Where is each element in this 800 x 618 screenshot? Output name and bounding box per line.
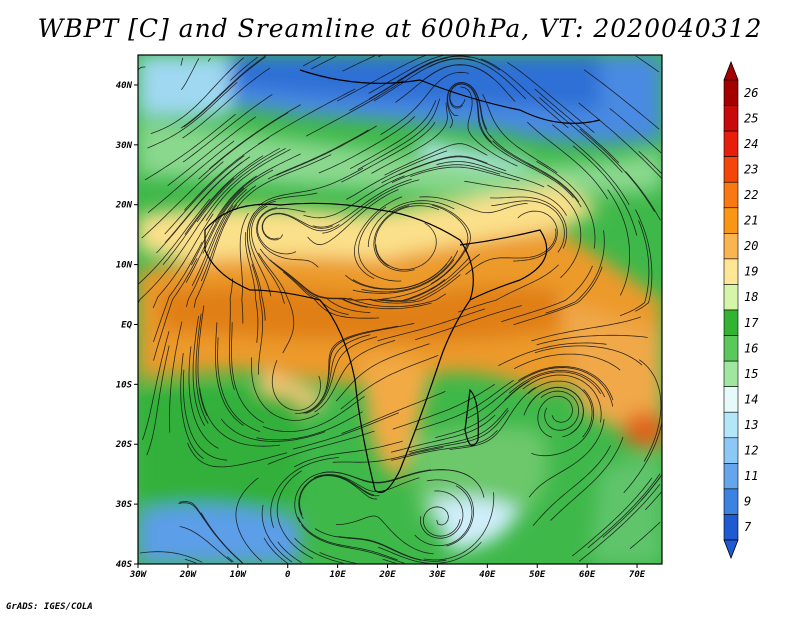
colorbar-label: 22 <box>744 188 758 202</box>
colorbar-labels: 26 25 24 23 22 21 20 19 18 17 16 15 14 13 12 11 9 7 <box>744 86 759 534</box>
colorbar-segment <box>723 437 739 464</box>
coastlines <box>204 69 601 494</box>
colorbar-top-arrow <box>723 60 739 81</box>
lat-tick-label: 40N <box>116 81 133 91</box>
colorbar-label: 17 <box>744 316 759 330</box>
colorbar-segment <box>723 284 739 311</box>
lon-tick-label: 40E <box>479 570 496 580</box>
lon-tick-label: 30W <box>129 570 148 580</box>
colorbar-segment <box>723 386 739 413</box>
lon-tick-label: 10E <box>329 570 346 580</box>
lon-tick-label: 50E <box>529 570 546 580</box>
colorbar-label: 25 <box>744 111 758 125</box>
colorbar-segment <box>723 156 739 183</box>
colorbar-label: 26 <box>744 86 758 100</box>
lat-tick-label: EQ <box>121 320 132 330</box>
latitude-axis: 40N 30N 20N 10N EQ 10S 20S 30S 40S <box>115 81 138 570</box>
colorbar-segment <box>723 79 739 106</box>
streamlines <box>138 55 662 564</box>
colorbar-label: 24 <box>744 137 758 151</box>
lon-tick-label: 10W <box>230 570 248 580</box>
lat-tick-label: 10N <box>116 261 133 271</box>
colorbar-segment <box>723 514 739 541</box>
lon-tick-label: 0 <box>285 570 291 580</box>
colorbar-label: 18 <box>744 290 758 304</box>
wbpt-field <box>138 55 662 564</box>
lon-tick-label: 20E <box>378 570 396 580</box>
lon-tick-label: 70E <box>629 570 646 580</box>
colorbar-segment <box>723 233 739 260</box>
longitude-axis: 30W 20W 10W 0 10E 20E 30E 40E 50E 60E 70E <box>129 564 646 580</box>
colorbar-label: 19 <box>744 265 758 279</box>
lat-tick-label: 10S <box>116 380 133 390</box>
colorbar-label: 15 <box>744 367 758 381</box>
lon-tick-label: 30E <box>428 570 446 580</box>
colorbar-label: 20 <box>744 239 758 253</box>
lat-tick-label: 30S <box>115 500 133 510</box>
colorbar-segment <box>723 258 739 285</box>
colorbar-label: 14 <box>744 392 758 406</box>
chart-title: WBPT [C] and Sreamline at 600hPa, VT: 20… <box>37 14 763 43</box>
colorbar-label: 12 <box>744 444 758 458</box>
colorbar-segment <box>723 207 739 234</box>
colorbar-segment <box>723 181 739 209</box>
colorbar <box>723 60 739 560</box>
colorbar-segment <box>723 360 739 387</box>
colorbar-segment <box>723 411 739 439</box>
colorbar-segment <box>723 105 739 132</box>
colorbar-segment <box>723 463 739 490</box>
colorbar-bottom-arrow <box>723 539 739 560</box>
colorbar-segment <box>723 309 739 336</box>
colorbar-label: 13 <box>744 418 758 432</box>
colorbar-segment <box>723 335 739 362</box>
footer-credit: GrADS: IGES/COLA <box>6 602 93 612</box>
colorbar-label: 21 <box>744 214 758 228</box>
lat-tick-label: 20N <box>115 201 133 211</box>
lon-tick-label: 20W <box>179 570 198 580</box>
colorbar-label: 16 <box>744 341 758 355</box>
colorbar-segment <box>723 488 739 515</box>
map-frame <box>137 54 663 565</box>
lat-tick-label: 20S <box>115 440 133 450</box>
lat-tick-label: 30N <box>115 141 133 151</box>
colorbar-segment <box>723 130 739 157</box>
colorbar-label: 11 <box>744 469 758 483</box>
colorbar-label: 23 <box>744 162 758 176</box>
colorbar-label: 9 <box>744 495 751 509</box>
colorbar-label: 7 <box>744 520 752 534</box>
lat-tick-label: 40S <box>116 560 133 570</box>
lon-tick-label: 60E <box>579 570 596 580</box>
